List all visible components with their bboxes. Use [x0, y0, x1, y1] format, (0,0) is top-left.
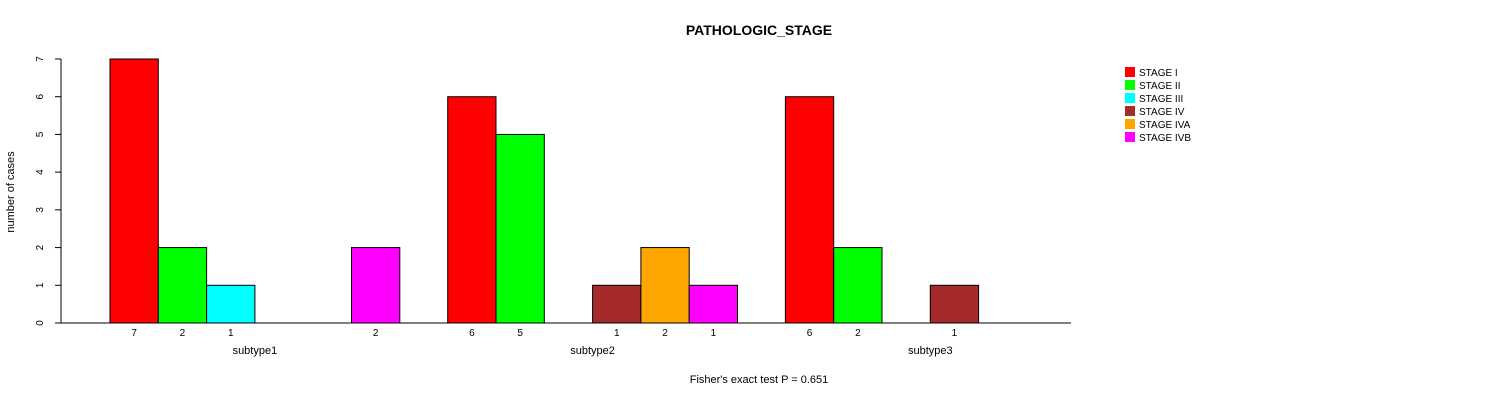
bar-count-label: 5	[517, 328, 523, 339]
category-label: subtype3	[908, 345, 953, 357]
bar	[688, 284, 739, 324]
bar-count-label: 6	[469, 328, 475, 339]
bar	[157, 247, 208, 324]
y-tick-label: 6	[35, 93, 46, 99]
y-axis-label: number of cases	[5, 151, 17, 233]
bars: 7 2 1 2 subtype1 6 5 1 2 1 subtype2 6 2 1 subtype3	[109, 58, 980, 357]
y-tick-label: 3	[35, 207, 46, 213]
bar-count-label: 1	[228, 328, 234, 339]
bar	[784, 96, 835, 324]
legend-label: STAGE III	[1139, 94, 1183, 105]
bar-count-label: 1	[952, 328, 958, 339]
legend-swatch	[1125, 106, 1135, 116]
legend-label: STAGE II	[1139, 81, 1181, 92]
legend-swatch	[1125, 80, 1135, 90]
bar-count-label: 7	[131, 328, 137, 339]
bar	[640, 247, 690, 324]
legend-label: STAGE IVA	[1139, 120, 1191, 131]
bar	[929, 284, 980, 324]
y-tick-label: 2	[35, 244, 46, 250]
category-label: subtype2	[570, 345, 615, 357]
bar-count-label: 2	[662, 328, 668, 339]
bar-count-label: 1	[711, 328, 717, 339]
bar-count-label: 6	[807, 328, 813, 339]
legend-swatch	[1125, 119, 1135, 129]
legend-swatch	[1125, 67, 1135, 77]
bar-count-label: 2	[373, 328, 379, 339]
y-tick-label: 4	[35, 169, 46, 175]
y-axis: 0 1 2 3 4 5 6 7	[35, 56, 62, 326]
y-tick-label: 5	[35, 131, 46, 137]
legend-label: STAGE IVB	[1139, 133, 1191, 144]
y-tick-label: 0	[35, 320, 46, 326]
category-label: subtype1	[233, 345, 278, 357]
y-tick-label: 7	[35, 56, 46, 62]
y-tick-label: 1	[35, 282, 46, 288]
chart-title: PATHOLOGIC_STAGE	[686, 22, 832, 38]
bar	[447, 96, 497, 324]
fisher-test-note: Fisher's exact test P = 0.651	[690, 374, 829, 386]
bar	[109, 58, 159, 324]
legend-label: STAGE I	[1139, 68, 1178, 79]
bar	[592, 284, 642, 324]
legend: STAGE I STAGE II STAGE III STAGE IV STAGE IV…	[1125, 67, 1191, 144]
bar	[495, 133, 545, 324]
legend-label: STAGE IV	[1139, 107, 1185, 118]
legend-swatch	[1125, 132, 1135, 142]
bar-count-label: 2	[855, 328, 861, 339]
bar	[833, 247, 883, 324]
bar	[351, 247, 401, 324]
legend-swatch	[1125, 93, 1135, 103]
bar	[206, 284, 256, 324]
bar-count-label: 1	[614, 328, 620, 339]
bar-count-label: 2	[180, 328, 186, 339]
